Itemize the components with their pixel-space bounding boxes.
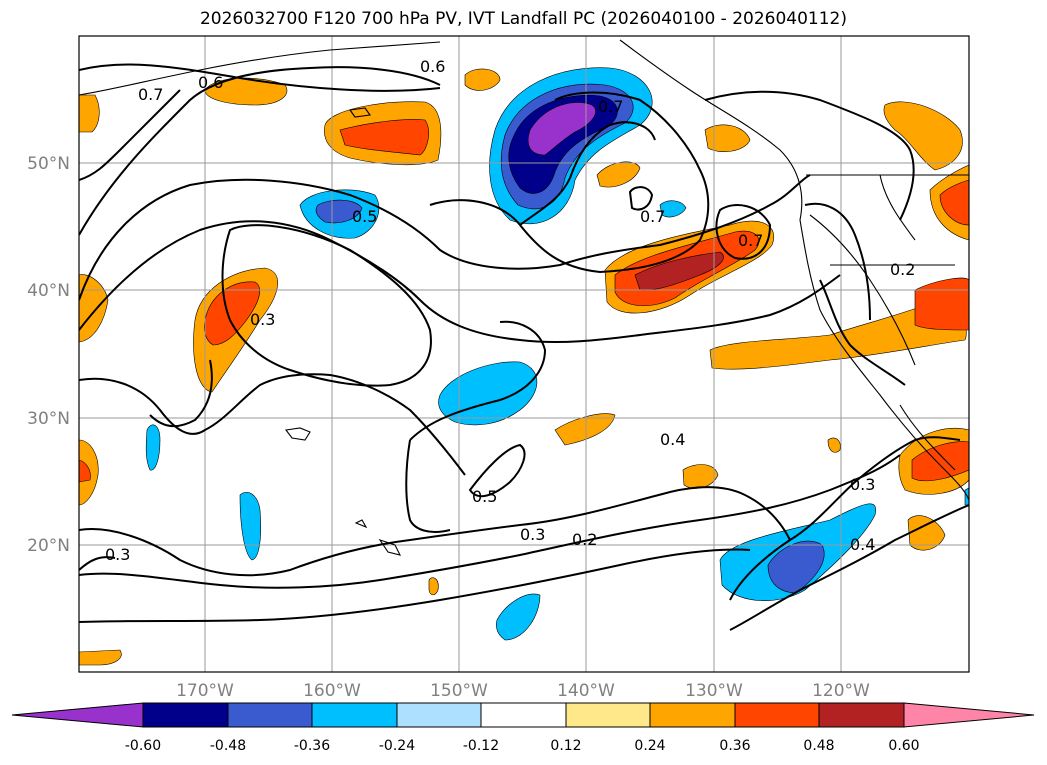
contour-label: 0.2 — [572, 530, 597, 549]
lon-label: 140°W — [557, 681, 615, 701]
colorbar — [11, 702, 1035, 728]
lat-label: 40°N — [27, 281, 70, 301]
contour-label: 0.3 — [250, 310, 275, 329]
contour-label: 0.5 — [472, 487, 497, 506]
map-title: 2026032700 F120 700 hPa PV, IVT Landfall… — [199, 9, 847, 29]
colorbar-tick: -0.48 — [210, 738, 246, 754]
pv-contours — [79, 63, 969, 631]
colorbar-tick: -0.12 — [463, 738, 499, 754]
colorbar-swatch — [565, 702, 651, 728]
graticule — [79, 36, 969, 672]
lon-label: 130°W — [685, 681, 743, 701]
positive-band-core — [914, 277, 969, 331]
colorbar-tick: 0.60 — [888, 738, 919, 754]
colorbar-tick: -0.24 — [379, 738, 415, 754]
contour-label: 0.7 — [598, 97, 623, 116]
colorbar-swatch — [649, 702, 736, 728]
lon-label: 160°W — [303, 681, 361, 701]
coastlines — [79, 39, 969, 556]
colorbar-swatch — [734, 702, 820, 728]
contour-label: 0.7 — [138, 85, 163, 104]
lon-label: 170°W — [176, 681, 234, 701]
map-frame — [78, 35, 970, 673]
colorbar-tick: -0.36 — [294, 738, 330, 754]
positive-anomaly-west-core — [203, 281, 260, 346]
lon-label: 150°W — [430, 681, 488, 701]
contour-labels: 0.6 0.6 0.7 0.7 0.5 0.7 0.7 0.3 0.2 0.4 … — [105, 57, 915, 564]
colorbar-swatch — [396, 702, 482, 728]
colorbar-swatch — [227, 702, 313, 728]
contour-label: 0.3 — [105, 545, 130, 564]
colorbar-swatch — [142, 702, 229, 728]
colorbar-swatch — [818, 702, 905, 728]
contour-label: 0.6 — [420, 57, 445, 76]
colorbar-swatch — [311, 702, 398, 728]
positive-anomaly-peak — [634, 251, 724, 291]
contour-label: 0.3 — [850, 475, 875, 494]
lat-label: 30°N — [27, 409, 70, 429]
colorbar-tick: 0.36 — [719, 738, 750, 754]
positive-anomaly-north-core — [339, 119, 429, 156]
contour-label: 0.6 — [198, 73, 223, 92]
negative-anomaly-peak — [527, 102, 596, 156]
contour-label: 0.7 — [640, 207, 665, 226]
contour-label: 0.7 — [738, 231, 763, 250]
colorbar-high-extend — [903, 702, 1035, 728]
latitude-labels: 50°N 40°N 30°N 20°N — [27, 154, 70, 556]
lat-label: 20°N — [27, 536, 70, 556]
colorbar-tick: 0.24 — [634, 738, 665, 754]
colorbar-swatch — [480, 702, 567, 728]
contour-label: 0.3 — [520, 525, 545, 544]
colorbar-tick: -0.60 — [125, 738, 161, 754]
contour-label: 0.4 — [850, 535, 875, 554]
contour-label: 0.2 — [890, 260, 915, 279]
colorbar-ticks: -0.60 -0.48 -0.36 -0.24 -0.12 0.12 0.24 … — [125, 738, 920, 754]
lon-label: 120°W — [812, 681, 870, 701]
longitude-labels: 170°W 160°W 150°W 140°W 130°W 120°W — [176, 681, 870, 701]
colorbar-tick: 0.48 — [803, 738, 834, 754]
colorbar-low-extend — [11, 702, 144, 728]
colorbar-tick: 0.12 — [550, 738, 581, 754]
lat-label: 50°N — [27, 154, 70, 174]
contour-label: 0.5 — [352, 207, 377, 226]
contour-label: 0.4 — [660, 430, 685, 449]
